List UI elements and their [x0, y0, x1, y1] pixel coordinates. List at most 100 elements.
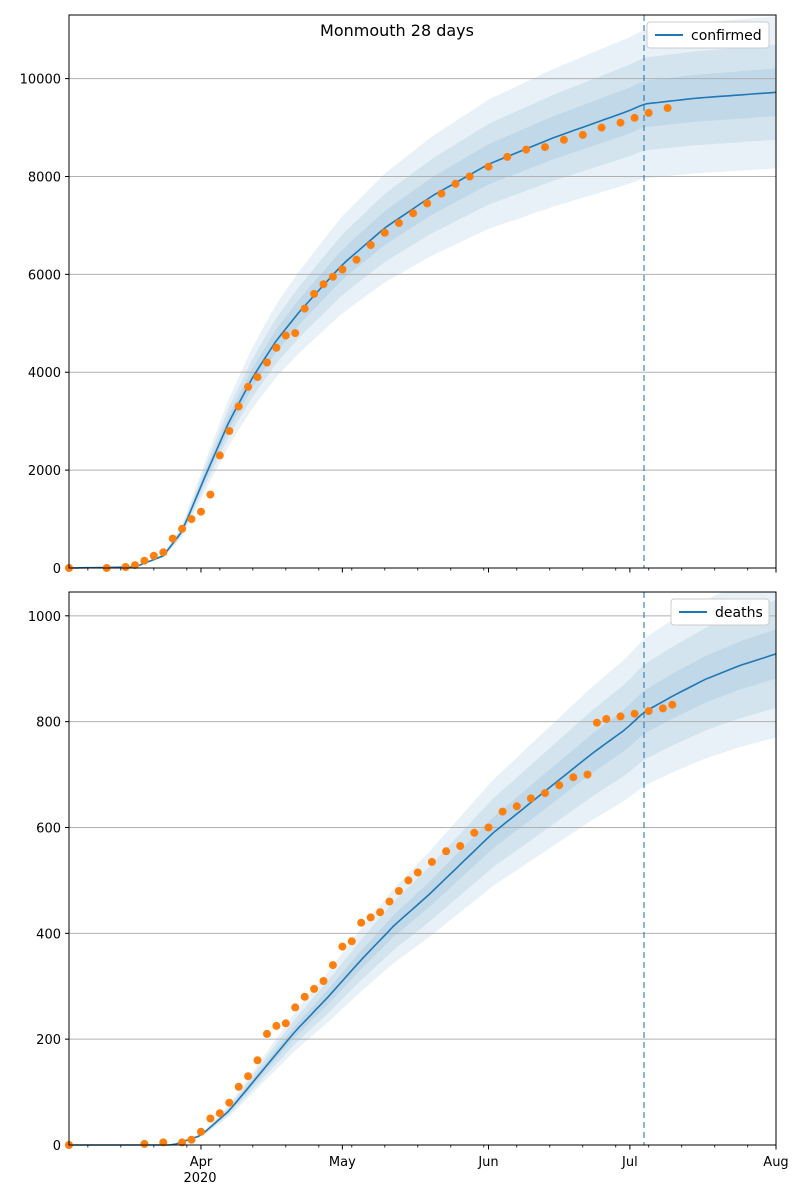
observed-point [234, 1082, 243, 1091]
deaths-uncertainty-bands [69, 592, 776, 1145]
observed-point [470, 828, 479, 837]
observed-point [555, 781, 564, 790]
observed-point [394, 219, 403, 227]
x-tick-label: Jun [477, 1155, 498, 1170]
observed-point [187, 1135, 196, 1144]
observed-point [541, 143, 549, 152]
observed-point [244, 382, 253, 391]
y-tick-label: 2000 [28, 464, 61, 479]
uncertainty-band-2 [69, 599, 776, 1145]
observed-point [442, 847, 451, 856]
confirmed-legend: confirmed [646, 21, 770, 49]
observed-point [291, 329, 300, 338]
observed-point [503, 152, 512, 161]
observed-point [668, 700, 677, 709]
observed-point [225, 427, 234, 435]
observed-point [300, 304, 309, 313]
observed-point [597, 123, 606, 132]
observed-point [253, 1056, 262, 1065]
observed-point [225, 1098, 234, 1107]
observed-point [328, 961, 337, 970]
uncertainty-band-3 [69, 629, 776, 1145]
observed-point [272, 343, 281, 352]
y-tick-label: 200 [36, 1033, 61, 1048]
observed-point [437, 189, 446, 198]
observed-point [380, 228, 389, 237]
observed-point [263, 358, 271, 367]
observed-point [578, 130, 587, 139]
observed-point [253, 373, 262, 382]
observed-point [215, 451, 224, 460]
uncertainty-band-1 [69, 16, 776, 568]
observed-point [404, 876, 413, 885]
observed-point [663, 104, 672, 112]
confirmed-gridlines [69, 78, 776, 471]
observed-point [206, 490, 215, 499]
confirmed-legend-label: confirmed [691, 28, 762, 44]
x-tick-label: Apr [190, 1155, 213, 1170]
observed-point [131, 561, 139, 570]
observed-point [366, 913, 375, 922]
observed-point [272, 1021, 281, 1030]
observed-point [512, 802, 521, 811]
deaths-observed-points [65, 700, 677, 1149]
observed-point [140, 1139, 149, 1148]
observed-point [644, 108, 653, 117]
observed-point [281, 1019, 290, 1028]
observed-point [234, 402, 243, 411]
observed-point [319, 280, 328, 289]
observed-point [206, 1114, 215, 1123]
observed-point [592, 718, 601, 727]
observed-point [498, 807, 507, 816]
deaths-legend-box [670, 598, 770, 626]
deaths-legend: deaths [670, 598, 770, 626]
x-tick-label: Aug [763, 1155, 788, 1170]
observed-point [465, 172, 474, 181]
observed-point [559, 135, 568, 144]
observed-point [541, 789, 549, 798]
observed-point [197, 507, 205, 516]
observed-point [427, 857, 436, 866]
x-tick-label: May [329, 1155, 356, 1170]
confirmed-panel: 0 2000 4000 6000 8000 10000 confirmed [20, 14, 777, 577]
deaths-x-ticks: Apr May Jun Jul Aug [87, 1145, 789, 1170]
observed-point [281, 331, 290, 340]
deaths-panel: 0 200 400 600 800 1000 Apr May Jun Jul Aug deaths [28, 591, 789, 1170]
observed-point [409, 209, 418, 218]
y-tick-label: 400 [36, 927, 61, 942]
y-tick-label: 4000 [28, 366, 61, 381]
observed-point [451, 179, 460, 188]
x-tick-label: Jul [621, 1155, 638, 1170]
deaths-model-line [69, 653, 777, 1146]
observed-point [456, 842, 465, 850]
uncertainty-band-1 [69, 592, 776, 1145]
observed-point [569, 773, 578, 782]
y-tick-label: 600 [36, 821, 61, 836]
y-tick-label: 1000 [28, 610, 61, 625]
observed-point [522, 145, 531, 154]
observed-point [658, 704, 667, 713]
observed-point [366, 241, 375, 249]
observed-point [215, 1109, 224, 1118]
observed-point [244, 1072, 253, 1081]
observed-point [187, 515, 196, 524]
confirmed-y-ticks: 0 2000 4000 6000 8000 10000 [20, 73, 69, 577]
confirmed-model-line [68, 91, 777, 569]
y-tick-label: 6000 [28, 268, 61, 283]
y-tick-label: 8000 [28, 170, 61, 185]
observed-point [644, 707, 653, 716]
observed-point [423, 199, 432, 208]
observed-point [357, 918, 366, 927]
y-tick-label: 0 [53, 1139, 61, 1154]
observed-point [376, 908, 385, 917]
deaths-y-ticks: 0 200 400 600 800 1000 [28, 610, 69, 1154]
observed-point [300, 992, 309, 1001]
confirmed-axes-frame [68, 14, 777, 569]
observed-point [197, 1127, 205, 1136]
observed-point [413, 868, 422, 877]
observed-point [328, 272, 337, 281]
deaths-axes-frame [68, 591, 777, 1146]
observed-point [263, 1029, 271, 1038]
x-axis-year-label: 2020 [183, 1171, 216, 1186]
